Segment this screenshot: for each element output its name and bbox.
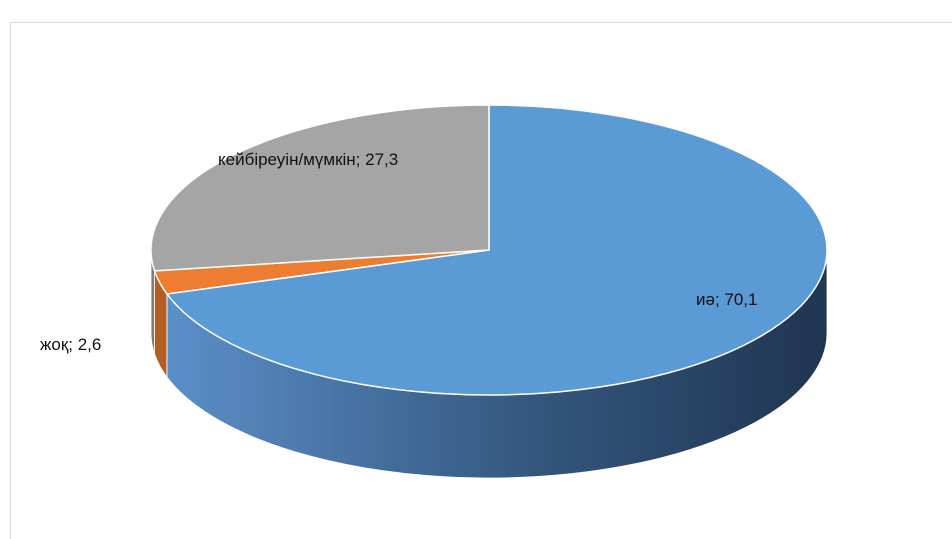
pie-side-walls [150, 249, 828, 479]
chart-area [10, 22, 952, 539]
pie-top-faces [150, 104, 828, 396]
data-label-keibireuin: кейбіреуін/мүмкін; 27,3 [218, 150, 398, 169]
data-label-zhoq: жоқ; 2,6 [40, 335, 101, 354]
slice-keibireuin [150, 104, 490, 272]
slice-ie [165, 104, 828, 396]
pie-data-labels: иә; 70,1 жоқ; 2,6 кейбіреуін/мүмкін; 27,… [40, 150, 757, 354]
data-label-ie: иә; 70,1 [696, 290, 757, 309]
